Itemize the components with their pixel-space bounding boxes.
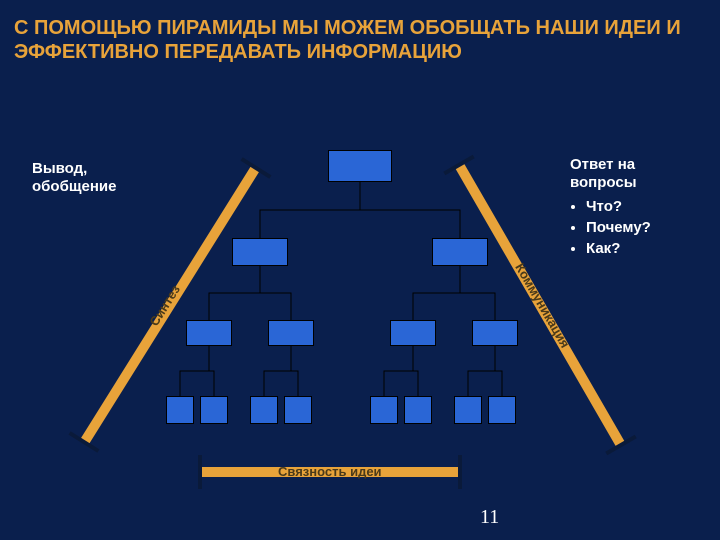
tree-node bbox=[454, 396, 482, 424]
tree-node bbox=[472, 320, 518, 346]
bottom-bar-cap bbox=[198, 455, 202, 489]
tree-node bbox=[232, 238, 288, 266]
tree-node bbox=[200, 396, 228, 424]
bullet-item: Почему? bbox=[586, 219, 651, 236]
tree-node bbox=[432, 238, 488, 266]
tree-connectors bbox=[0, 0, 720, 540]
bottom-bar-label: Связность идеи bbox=[278, 464, 382, 479]
right-bar-label: Коммуникация bbox=[512, 260, 573, 350]
tree-node bbox=[390, 320, 436, 346]
bullet-item: Что? bbox=[586, 198, 651, 215]
tree-node bbox=[268, 320, 314, 346]
tree-node bbox=[370, 396, 398, 424]
bullet-item: Как? bbox=[586, 240, 651, 257]
right-label: Ответ на вопросы bbox=[570, 156, 637, 192]
tree-node bbox=[488, 396, 516, 424]
tree-node bbox=[250, 396, 278, 424]
slide-title: С ПОМОЩЬЮ ПИРАМИДЫ МЫ МОЖЕМ ОБОБЩАТЬ НАШ… bbox=[14, 16, 706, 64]
left-label: Вывод, обобщение bbox=[32, 160, 116, 196]
question-bullets: Что? Почему? Как? bbox=[570, 198, 651, 261]
bottom-bar-cap bbox=[458, 455, 462, 489]
tree-node bbox=[404, 396, 432, 424]
tree-node bbox=[186, 320, 232, 346]
tree-node bbox=[284, 396, 312, 424]
tree-node bbox=[328, 150, 392, 182]
page-number: 11 bbox=[480, 506, 499, 529]
tree-node bbox=[166, 396, 194, 424]
